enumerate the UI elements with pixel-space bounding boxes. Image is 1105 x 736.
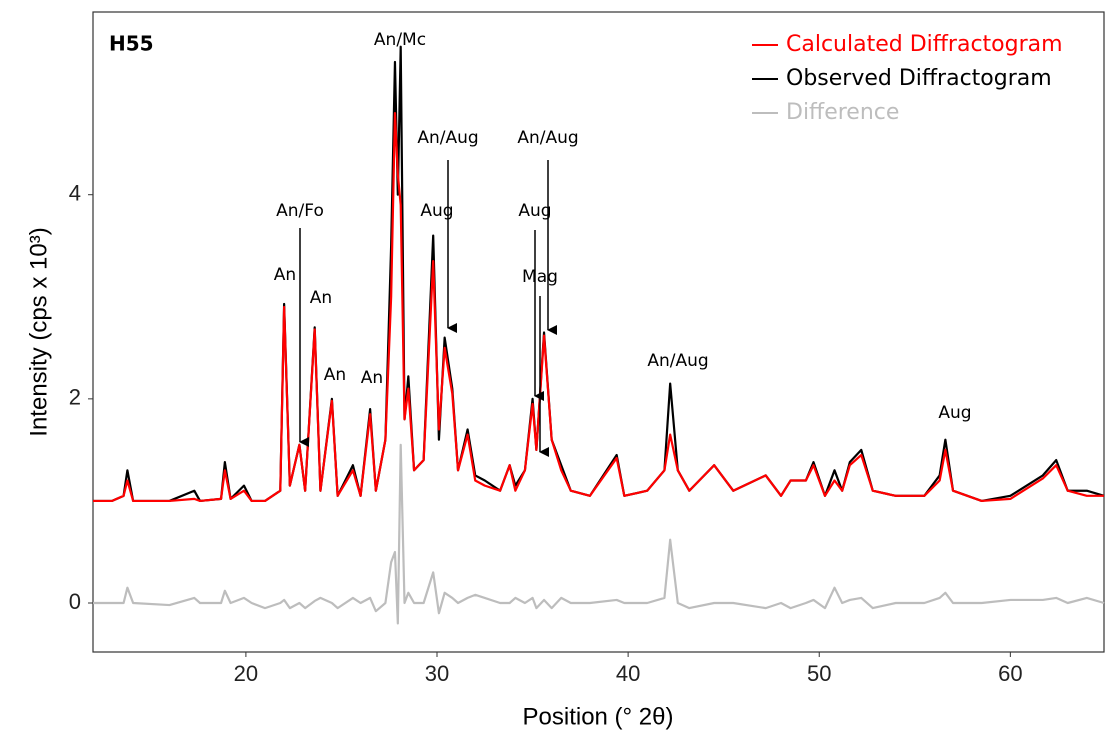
annotation: An	[274, 265, 296, 285]
x-tick-label: 60	[998, 661, 1022, 686]
legend-label: Difference	[786, 100, 899, 125]
x-tick-label: 20	[234, 661, 258, 686]
y-axis-label: Intensity (cps x 10³)	[25, 227, 52, 436]
y-tick-label: 2	[69, 385, 81, 410]
series-line	[93, 111, 1104, 503]
annotation: Aug	[420, 201, 453, 221]
annotation: An/Aug	[647, 351, 708, 371]
y-tick-label: 4	[69, 181, 81, 206]
legend-label: Calculated Diffractogram	[786, 32, 1063, 57]
x-axis-label: Position (° 2θ)	[523, 703, 674, 730]
x-tick-label: 30	[425, 661, 449, 686]
y-tick-label: 0	[69, 589, 81, 614]
panel-label: H55	[109, 32, 154, 56]
annotation: Aug	[938, 403, 971, 423]
series-line	[93, 443, 1105, 625]
series-group	[93, 45, 1105, 625]
annotation: An/Fo	[276, 201, 324, 221]
legend-label: Observed Diffractogram	[786, 66, 1052, 91]
annotation: An/Mc	[374, 30, 426, 50]
annotation: Aug	[518, 201, 551, 221]
x-tick-label: 40	[616, 661, 640, 686]
annotation: An/Aug	[517, 128, 578, 148]
annotation: An	[324, 365, 346, 385]
annotation: An/Aug	[417, 128, 478, 148]
plot-frame	[92, 11, 1105, 653]
annotation: An	[361, 368, 383, 388]
annotation: An	[310, 288, 332, 308]
x-tick-label: 50	[807, 661, 831, 686]
annotation: Mag	[522, 267, 558, 287]
